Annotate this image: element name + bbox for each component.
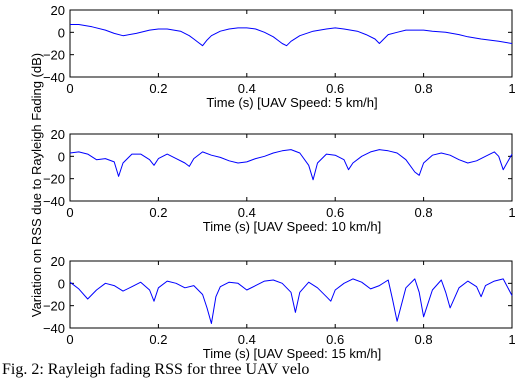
y-tick-label: −40 (43, 321, 65, 336)
x-axis-label: Time (s) [UAV Speed: 10 km/h] (203, 219, 381, 234)
x-tick-label: 1 (508, 81, 515, 96)
x-tick-label: 0 (66, 81, 73, 96)
series-line (70, 24, 513, 47)
x-tick-label: 0.6 (326, 205, 344, 220)
y-tick-label: 0 (58, 149, 65, 164)
x-axis-label: Time (s) [UAV Speed: 15 km/h] (203, 346, 381, 361)
y-tick-label: 20 (51, 3, 65, 18)
x-tick-label: 0.2 (149, 332, 167, 347)
x-tick-label: 0.4 (238, 81, 256, 96)
plot-frame (69, 133, 513, 202)
plot-frame (69, 260, 513, 329)
y-tick-label: −20 (43, 48, 65, 63)
figure-caption: Fig. 2: Rayleigh fading RSS for three UA… (2, 361, 310, 378)
panel-3: 0 0.2 0.4 0.6 0.8 1 20 0 −20 −40 Time (s) [UAV Spe… (43, 254, 516, 361)
x-tick-label: 0.4 (238, 332, 256, 347)
x-tick-label: 0.8 (415, 205, 433, 220)
panel-1: 0 0.2 0.4 0.6 0.8 1 20 0 −20 −40 Time (s) [UAV Spe… (43, 3, 516, 110)
x-tick-label: 0 (66, 332, 73, 347)
y-tick-label: 0 (58, 276, 65, 291)
y-tick-label: −20 (43, 299, 65, 314)
x-axis-label: Time (s) [UAV Speed: 5 km/h] (206, 95, 377, 110)
plot-frame (69, 9, 513, 78)
panel-2: 0 0.2 0.4 0.6 0.8 1 20 0 −20 −40 Time (s) [UAV Spe… (43, 127, 516, 234)
y-tick-label: 0 (58, 25, 65, 40)
y-tick-label: −40 (43, 70, 65, 85)
y-tick-label: −20 (43, 172, 65, 187)
y-tick-label: −40 (43, 194, 65, 209)
x-tick-label: 0.8 (415, 332, 433, 347)
x-tick-label: 0.6 (326, 81, 344, 96)
x-tick-label: 0 (66, 205, 73, 220)
x-tick-label: 1 (508, 332, 515, 347)
panels: 0 0.2 0.4 0.6 0.8 1 20 0 −20 −40 Time (s) [UAV Spe… (43, 3, 516, 361)
x-tick-label: 0.2 (149, 81, 167, 96)
y-axis-label: Variation on RSS due to Rayleigh Fading … (29, 53, 44, 317)
x-tick-label: 0.8 (415, 81, 433, 96)
x-tick-label: 0.6 (326, 332, 344, 347)
y-tick-label: 20 (51, 127, 65, 142)
x-tick-label: 1 (508, 205, 515, 220)
x-tick-label: 0.2 (149, 205, 167, 220)
y-tick-label: 20 (51, 254, 65, 269)
series-line (69, 149, 513, 181)
series-line (69, 278, 513, 324)
x-tick-label: 0.4 (238, 205, 256, 220)
